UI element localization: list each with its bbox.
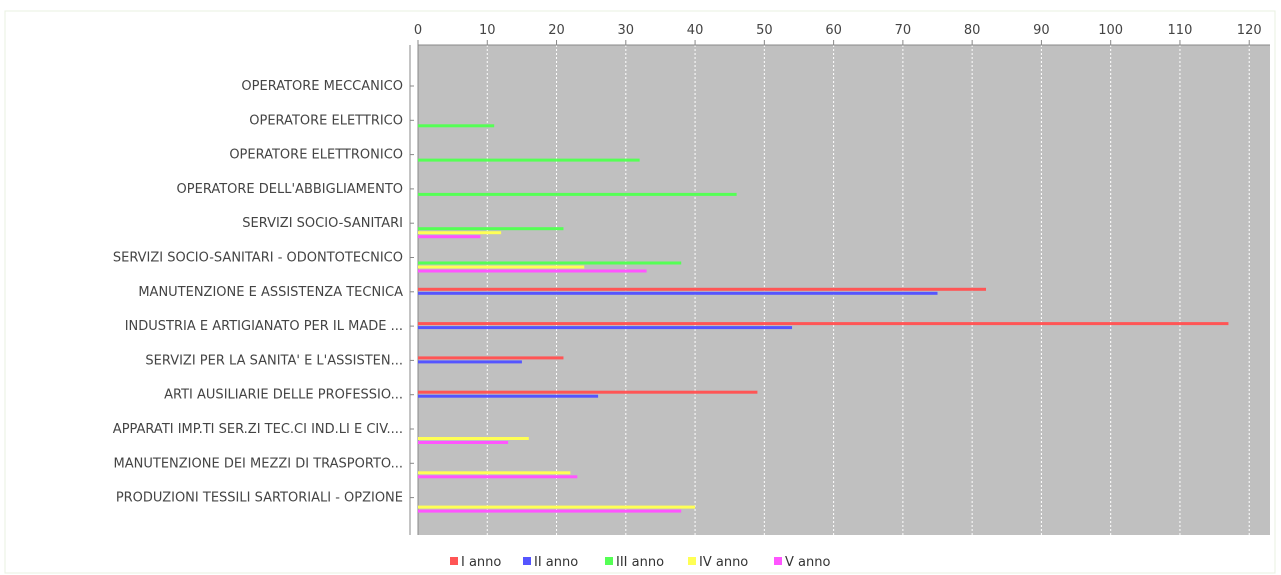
legend-label: V anno bbox=[785, 555, 830, 570]
bar-iii-anno bbox=[418, 261, 682, 265]
x-tick-label: 80 bbox=[964, 23, 981, 38]
x-tick-label: 40 bbox=[687, 23, 704, 38]
category-label: INDUSTRIA E ARTIGIANATO PER IL MADE ... bbox=[125, 319, 403, 334]
x-tick-label: 60 bbox=[825, 23, 842, 38]
category-label: SERVIZI SOCIO-SANITARI bbox=[242, 216, 403, 231]
bar-i-anno bbox=[418, 287, 986, 291]
bar-iv-anno bbox=[418, 231, 502, 235]
legend-swatch bbox=[774, 557, 782, 565]
category-label: SERVIZI SOCIO-SANITARI - ODONTOTECNICO bbox=[113, 251, 403, 266]
legend: I anno II anno III anno IV anno V anno bbox=[450, 555, 830, 570]
category-label: OPERATORE ELETTRONICO bbox=[229, 148, 403, 163]
x-tick-label: 20 bbox=[548, 23, 565, 38]
bar-ii-anno bbox=[418, 394, 599, 398]
bar-i-anno bbox=[418, 390, 758, 394]
bar-i-anno bbox=[418, 356, 564, 360]
legend-label: II anno bbox=[534, 555, 578, 570]
bar-iii-anno bbox=[418, 227, 564, 231]
category-label: PRODUZIONI TESSILI SARTORIALI - OPZIONE bbox=[116, 491, 403, 506]
category-label: APPARATI IMP.TI SER.ZI TEC.CI IND.LI E C… bbox=[113, 422, 403, 437]
x-tick-label: 70 bbox=[895, 23, 912, 38]
bar-iv-anno bbox=[418, 265, 585, 269]
category-label: OPERATORE DELL'ABBIGLIAMENTO bbox=[177, 182, 403, 197]
x-tick-label: 120 bbox=[1237, 23, 1262, 38]
bar-iv-anno bbox=[418, 437, 529, 440]
x-tick-label: 0 bbox=[414, 23, 422, 38]
legend-swatch bbox=[450, 557, 458, 565]
bar-iii-anno bbox=[418, 192, 737, 196]
x-tick-label: 110 bbox=[1168, 23, 1193, 38]
x-tick-label: 50 bbox=[756, 23, 773, 38]
category-label: ARTI AUSILIARIE DELLE PROFESSIO... bbox=[164, 388, 403, 403]
bar-iii-anno bbox=[418, 158, 640, 162]
legend-label: I anno bbox=[461, 555, 501, 570]
x-tick-label: 100 bbox=[1098, 23, 1123, 38]
bar-ii-anno bbox=[418, 291, 938, 295]
bar-v-anno bbox=[418, 269, 647, 273]
legend-swatch bbox=[523, 557, 531, 565]
bar-ii-anno bbox=[418, 360, 522, 364]
legend-swatch bbox=[688, 557, 696, 565]
legend-label: III anno bbox=[616, 555, 664, 570]
category-label: OPERATORE MECCANICO bbox=[241, 79, 403, 94]
x-tick-label: 90 bbox=[1033, 23, 1050, 38]
bar-v-anno bbox=[418, 475, 578, 479]
bar-i-anno bbox=[418, 322, 1229, 326]
bar-iv-anno bbox=[418, 505, 696, 509]
bar-v-anno bbox=[418, 441, 509, 444]
bar-v-anno bbox=[418, 235, 481, 239]
category-label: OPERATORE ELETTRICO bbox=[249, 113, 403, 128]
legend-label: IV anno bbox=[699, 555, 748, 570]
category-label: MANUTENZIONE DEI MEZZI DI TRASPORTO... bbox=[114, 456, 403, 471]
bar-iv-anno bbox=[418, 471, 571, 475]
legend-swatch bbox=[605, 557, 613, 565]
category-label: SERVIZI PER LA SANITA' E L'ASSISTEN... bbox=[145, 353, 403, 368]
bar-ii-anno bbox=[418, 326, 793, 330]
x-tick-label: 10 bbox=[479, 23, 496, 38]
category-label: MANUTENZIONE E ASSISTENZA TECNICA bbox=[138, 285, 403, 300]
bar-iii-anno bbox=[418, 124, 495, 128]
x-tick-label: 30 bbox=[618, 23, 635, 38]
bar-v-anno bbox=[418, 509, 682, 513]
